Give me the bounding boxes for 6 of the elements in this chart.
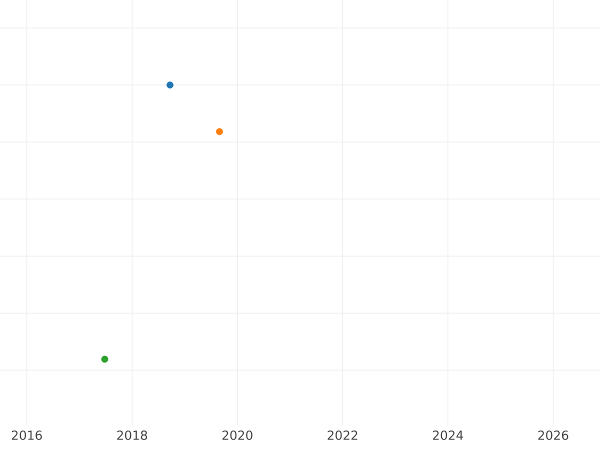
x-tick-label: 2016 <box>12 430 42 440</box>
x-tick-label: 2024 <box>432 430 464 440</box>
x-tick-label: 2020 <box>222 430 252 440</box>
x-tick-label: 2026 <box>538 430 568 440</box>
x-tick-label: 2022 <box>328 430 358 440</box>
x-tick-label: 2018 <box>117 430 148 440</box>
